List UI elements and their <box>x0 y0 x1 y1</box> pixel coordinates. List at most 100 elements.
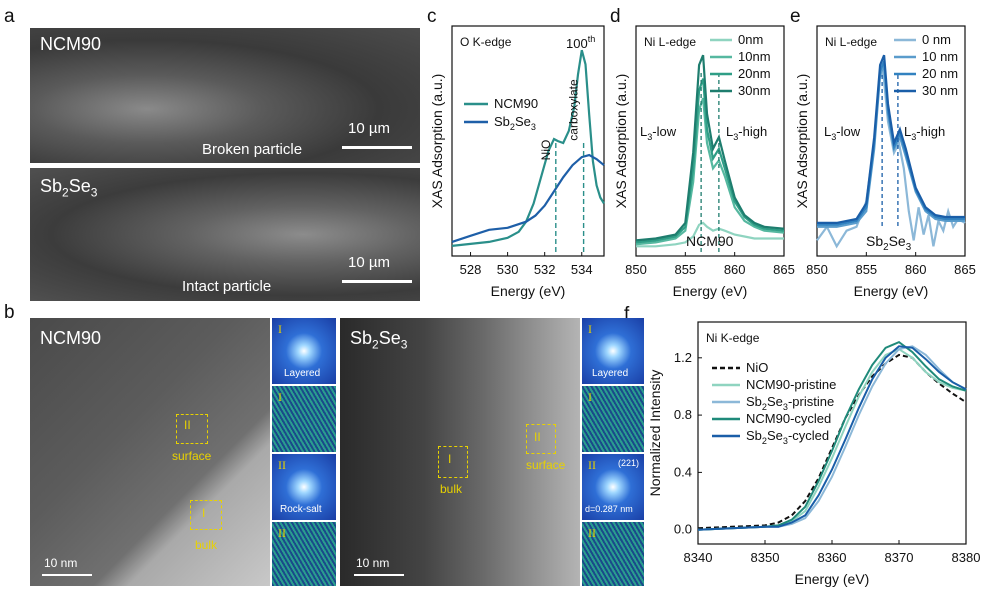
x-tick-label: 8360 <box>818 550 847 565</box>
annotation-l3-low: L3-low <box>640 124 677 142</box>
roi-label-ii: II <box>534 430 541 444</box>
annotation-nio: NiO <box>539 140 553 161</box>
scale-bar <box>42 574 92 576</box>
legend-entry: 10 nm <box>922 49 958 64</box>
y-tick-label: 0.8 <box>674 407 692 422</box>
scale-bar <box>342 280 412 283</box>
series-line-3 <box>817 54 965 224</box>
x-tick-label: 532 <box>534 262 556 277</box>
sem-label-ncm90: NCM90 <box>40 34 102 54</box>
y-tick-label: 0.4 <box>674 464 692 479</box>
x-tick-label: 8340 <box>684 550 713 565</box>
lattice-tile-i: I <box>272 386 336 452</box>
fft-tile-layered: I Layered <box>272 318 336 384</box>
legend-entry: 20 nm <box>922 66 958 81</box>
lattice-tile-ii: II <box>272 522 336 586</box>
x-tick-label: 860 <box>724 262 746 277</box>
panel-label-c: c <box>427 6 437 27</box>
plot-frame <box>816 25 966 257</box>
chart-title: Ni L-edge <box>644 35 696 49</box>
series-line-0 <box>816 66 966 249</box>
x-tick-label: 8370 <box>885 550 914 565</box>
y-axis-label: XAS Adsorption (a.u.) <box>794 74 810 209</box>
series-line-2 <box>635 78 785 244</box>
roi-box-bulk <box>438 446 468 478</box>
x-tick-label: 8380 <box>952 550 981 565</box>
legend-entry: 10nm <box>738 49 771 64</box>
x-tick-label: 855 <box>855 262 877 277</box>
legend-entry: 20nm <box>738 66 771 81</box>
y-axis-label: Normalized Intensity <box>647 370 663 497</box>
roi-box-surface <box>526 424 556 454</box>
legend-entry: Sb2Se3-cycled <box>746 428 829 446</box>
series-line-4 <box>697 345 967 531</box>
panel-label-f: f <box>624 304 630 325</box>
legend-entry: Sb2Se3 <box>494 114 536 132</box>
x-tick-label: 860 <box>905 262 927 277</box>
roi-caption-surface: surface <box>172 449 212 463</box>
tem-label-sb2se3: Sb2Se3 <box>350 328 408 352</box>
legend-entry: 30nm <box>738 83 771 98</box>
panel-label-e: e <box>790 6 801 27</box>
scale-label: 10 µm <box>348 120 390 137</box>
y-axis-label: XAS Adsorption (a.u.) <box>613 74 629 209</box>
plot-frame <box>451 25 605 257</box>
legend-entry: Sb2Se3-pristine <box>746 394 834 412</box>
fft-tile-rock-salt: II Rock-salt <box>272 454 336 520</box>
x-tick-label: 865 <box>773 262 795 277</box>
sem-label-sb2se3: Sb2Se3 <box>40 176 98 200</box>
series-line-2 <box>697 345 967 531</box>
annotation-l3-high: L3-high <box>904 124 945 142</box>
series-line-1 <box>451 153 605 243</box>
annotation-carboxylate: carboxylate <box>567 79 581 141</box>
roi-caption-surface: surface <box>526 458 566 472</box>
x-tick-label: 865 <box>954 262 976 277</box>
legend-entry: NCM90-cycled <box>746 411 831 426</box>
annotation-l3-high: L3-high <box>726 124 767 142</box>
annotation-l3-low: L3-low <box>824 124 861 142</box>
x-tick-label: 528 <box>460 262 482 277</box>
panel-label-a: a <box>4 6 15 27</box>
roi-box-surface <box>176 414 208 444</box>
legend-entry: NCM90 <box>494 96 538 111</box>
scale-label: 10 nm <box>44 556 78 570</box>
x-axis-label: Energy (eV) <box>795 571 870 587</box>
tem-label-ncm90: NCM90 <box>40 328 102 348</box>
lattice-tile-ii: II <box>582 522 644 586</box>
legend-entry: NiO <box>746 360 768 375</box>
chart-title: O K-edge <box>460 35 512 49</box>
fft-tile-layered: I Layered <box>582 318 644 384</box>
scale-bar <box>342 146 412 149</box>
x-tick-label: 850 <box>625 262 647 277</box>
x-tick-label: 8350 <box>751 550 780 565</box>
legend-entry: 0 nm <box>922 32 951 47</box>
series-line-1 <box>635 97 785 246</box>
panel-label-b: b <box>4 302 15 323</box>
x-axis-label: Energy (eV) <box>854 283 929 299</box>
panel-label-d: d <box>610 6 621 27</box>
chart-title: Ni L-edge <box>825 35 877 49</box>
series-line-3 <box>697 340 967 531</box>
series-line-0 <box>451 49 605 247</box>
roi-label-ii: II <box>184 418 191 432</box>
sem-caption-intact: Intact particle <box>182 278 272 295</box>
annotation-cycle: 100th <box>566 34 595 51</box>
x-tick-label: 534 <box>571 262 593 277</box>
roi-box-bulk <box>190 500 222 530</box>
roi-caption-bulk: bulk <box>195 538 218 552</box>
sem-image-ncm90: NCM90 Broken particle 10 µm <box>30 28 420 163</box>
legend-entry: 30 nm <box>922 83 958 98</box>
annotation-sample: NCM90 <box>686 233 734 249</box>
x-axis-label: Energy (eV) <box>673 283 748 299</box>
plot-frame <box>635 25 785 257</box>
tem-image-ncm90: NCM90 II surface I bulk 10 nm <box>30 318 270 586</box>
series-line-0 <box>636 221 784 248</box>
scale-label: 10 nm <box>356 556 390 570</box>
x-tick-label: 855 <box>674 262 696 277</box>
sem-image-sb2se3: Sb2Se3 Intact particle 10 µm <box>30 168 420 301</box>
y-tick-label: 0.0 <box>674 522 692 537</box>
roi-caption-bulk: bulk <box>440 482 463 496</box>
